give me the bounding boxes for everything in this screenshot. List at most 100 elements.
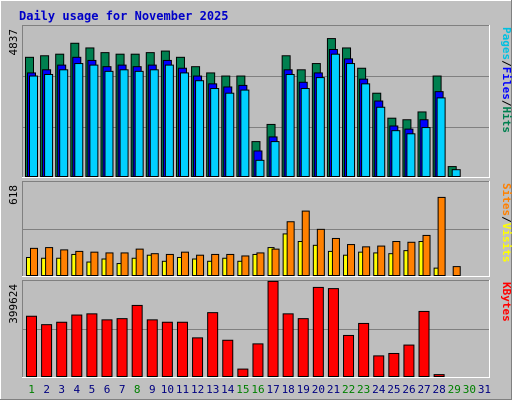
- bar-sites: [347, 244, 356, 277]
- legend-entry: KBytes: [500, 282, 512, 322]
- legend-entry: Files: [500, 67, 512, 100]
- bar-pages: [59, 69, 69, 177]
- bar-pages: [285, 73, 295, 177]
- bar-kbytes: [297, 318, 309, 378]
- bar-pages: [270, 141, 280, 178]
- bar-sites: [377, 245, 386, 276]
- bar-pages: [361, 83, 371, 177]
- bar-pages: [164, 64, 174, 177]
- bar-kbytes: [71, 314, 83, 377]
- bar-kbytes: [433, 374, 445, 377]
- bar-sites: [30, 247, 38, 276]
- bar-sites: [75, 250, 84, 276]
- x-tick-label: 14: [221, 383, 235, 396]
- x-tick-label: 27: [417, 383, 430, 396]
- bar-pages: [300, 88, 310, 177]
- bar-sites: [226, 253, 235, 276]
- legend-entry: Hits: [500, 107, 512, 134]
- bar-kbytes: [418, 310, 430, 377]
- bar-sites: [392, 241, 401, 276]
- bar-kbytes: [176, 321, 188, 378]
- legend-entry: Pages: [500, 27, 512, 60]
- legend-entry: /: [500, 100, 512, 107]
- bar-kbytes: [388, 352, 400, 377]
- x-tick-label: 7: [119, 383, 126, 396]
- legend-entry: Sites: [500, 183, 512, 216]
- bar-kbytes: [358, 322, 370, 377]
- bar-sites: [45, 247, 54, 277]
- bar-kbytes: [252, 343, 264, 377]
- bar-kbytes: [222, 339, 234, 377]
- bar-sites: [437, 196, 446, 276]
- bar-kbytes: [86, 313, 98, 377]
- x-tick-label: 24: [372, 383, 386, 396]
- y-axis-max-label: 618: [7, 185, 20, 205]
- bar-pages: [391, 130, 401, 178]
- x-tick-label: 20: [312, 383, 325, 396]
- y-axis-max-label: 4837: [7, 29, 20, 56]
- bar-pages: [179, 72, 189, 177]
- bar-pages: [406, 133, 416, 178]
- bar-pages: [74, 63, 84, 177]
- bar-sites: [452, 266, 461, 277]
- bar-sites: [241, 255, 250, 276]
- bar-sites: [60, 249, 69, 277]
- bar-kbytes: [131, 304, 143, 377]
- bar-sites: [180, 251, 189, 277]
- x-tick-label: 28: [433, 383, 446, 396]
- bar-kbytes: [41, 324, 53, 378]
- x-tick-label: 30: [463, 383, 476, 396]
- bar-sites: [150, 253, 159, 276]
- bar-pages: [255, 159, 265, 177]
- bar-sites: [135, 248, 144, 276]
- bar-kbytes: [327, 288, 339, 378]
- x-tick-label: 15: [236, 383, 249, 396]
- panel-visits-sites: 618 Sites/Visits: [7, 181, 512, 277]
- bar-kbytes: [373, 355, 385, 377]
- panel-legend: KBytes: [500, 282, 512, 322]
- bar-sites: [90, 251, 99, 277]
- x-tick-label: 2: [43, 383, 50, 396]
- x-tick-label: 16: [251, 383, 264, 396]
- bar-kbytes: [403, 344, 415, 378]
- bar-kbytes: [343, 334, 355, 377]
- bar-sites: [362, 246, 371, 277]
- bar-pages: [225, 92, 235, 177]
- bar-pages: [346, 63, 356, 177]
- bar-pages: [436, 97, 446, 177]
- x-tick-label: 6: [104, 383, 111, 396]
- bar-pages: [29, 75, 38, 177]
- bar-kbytes: [56, 321, 68, 378]
- x-tick-label: 21: [327, 383, 340, 396]
- x-tick-label: 17: [266, 383, 279, 396]
- bar-kbytes: [116, 318, 128, 378]
- bar-sites: [286, 221, 295, 277]
- bar-kbytes: [161, 321, 173, 378]
- bar-kbytes: [312, 286, 324, 377]
- bar-pages: [134, 70, 144, 177]
- bar-kbytes: [26, 315, 37, 378]
- legend-entry: /: [500, 60, 512, 67]
- bar-kbytes: [207, 312, 219, 378]
- bar-kbytes: [282, 313, 294, 377]
- bar-pages: [104, 70, 114, 177]
- bar-sites: [256, 252, 265, 277]
- bar-pages: [89, 64, 99, 177]
- x-tick-label: 3: [58, 383, 65, 396]
- bar-sites: [331, 237, 340, 276]
- bar-pages: [44, 73, 54, 177]
- bar-sites: [196, 254, 205, 277]
- legend-entry: /: [500, 216, 512, 223]
- x-tick-label: 19: [297, 383, 310, 396]
- bar-kbytes: [237, 368, 249, 378]
- x-tick-label: 8: [134, 383, 141, 396]
- chart-title: Daily usage for November 2025: [19, 9, 229, 23]
- x-tick-label: 13: [206, 383, 219, 396]
- bar-pages: [240, 89, 250, 177]
- bar-sites: [301, 210, 310, 277]
- x-tick-label: 9: [149, 383, 156, 396]
- x-tick-label: 12: [191, 383, 204, 396]
- bar-sites: [407, 241, 416, 277]
- x-tick-label: 5: [89, 383, 96, 396]
